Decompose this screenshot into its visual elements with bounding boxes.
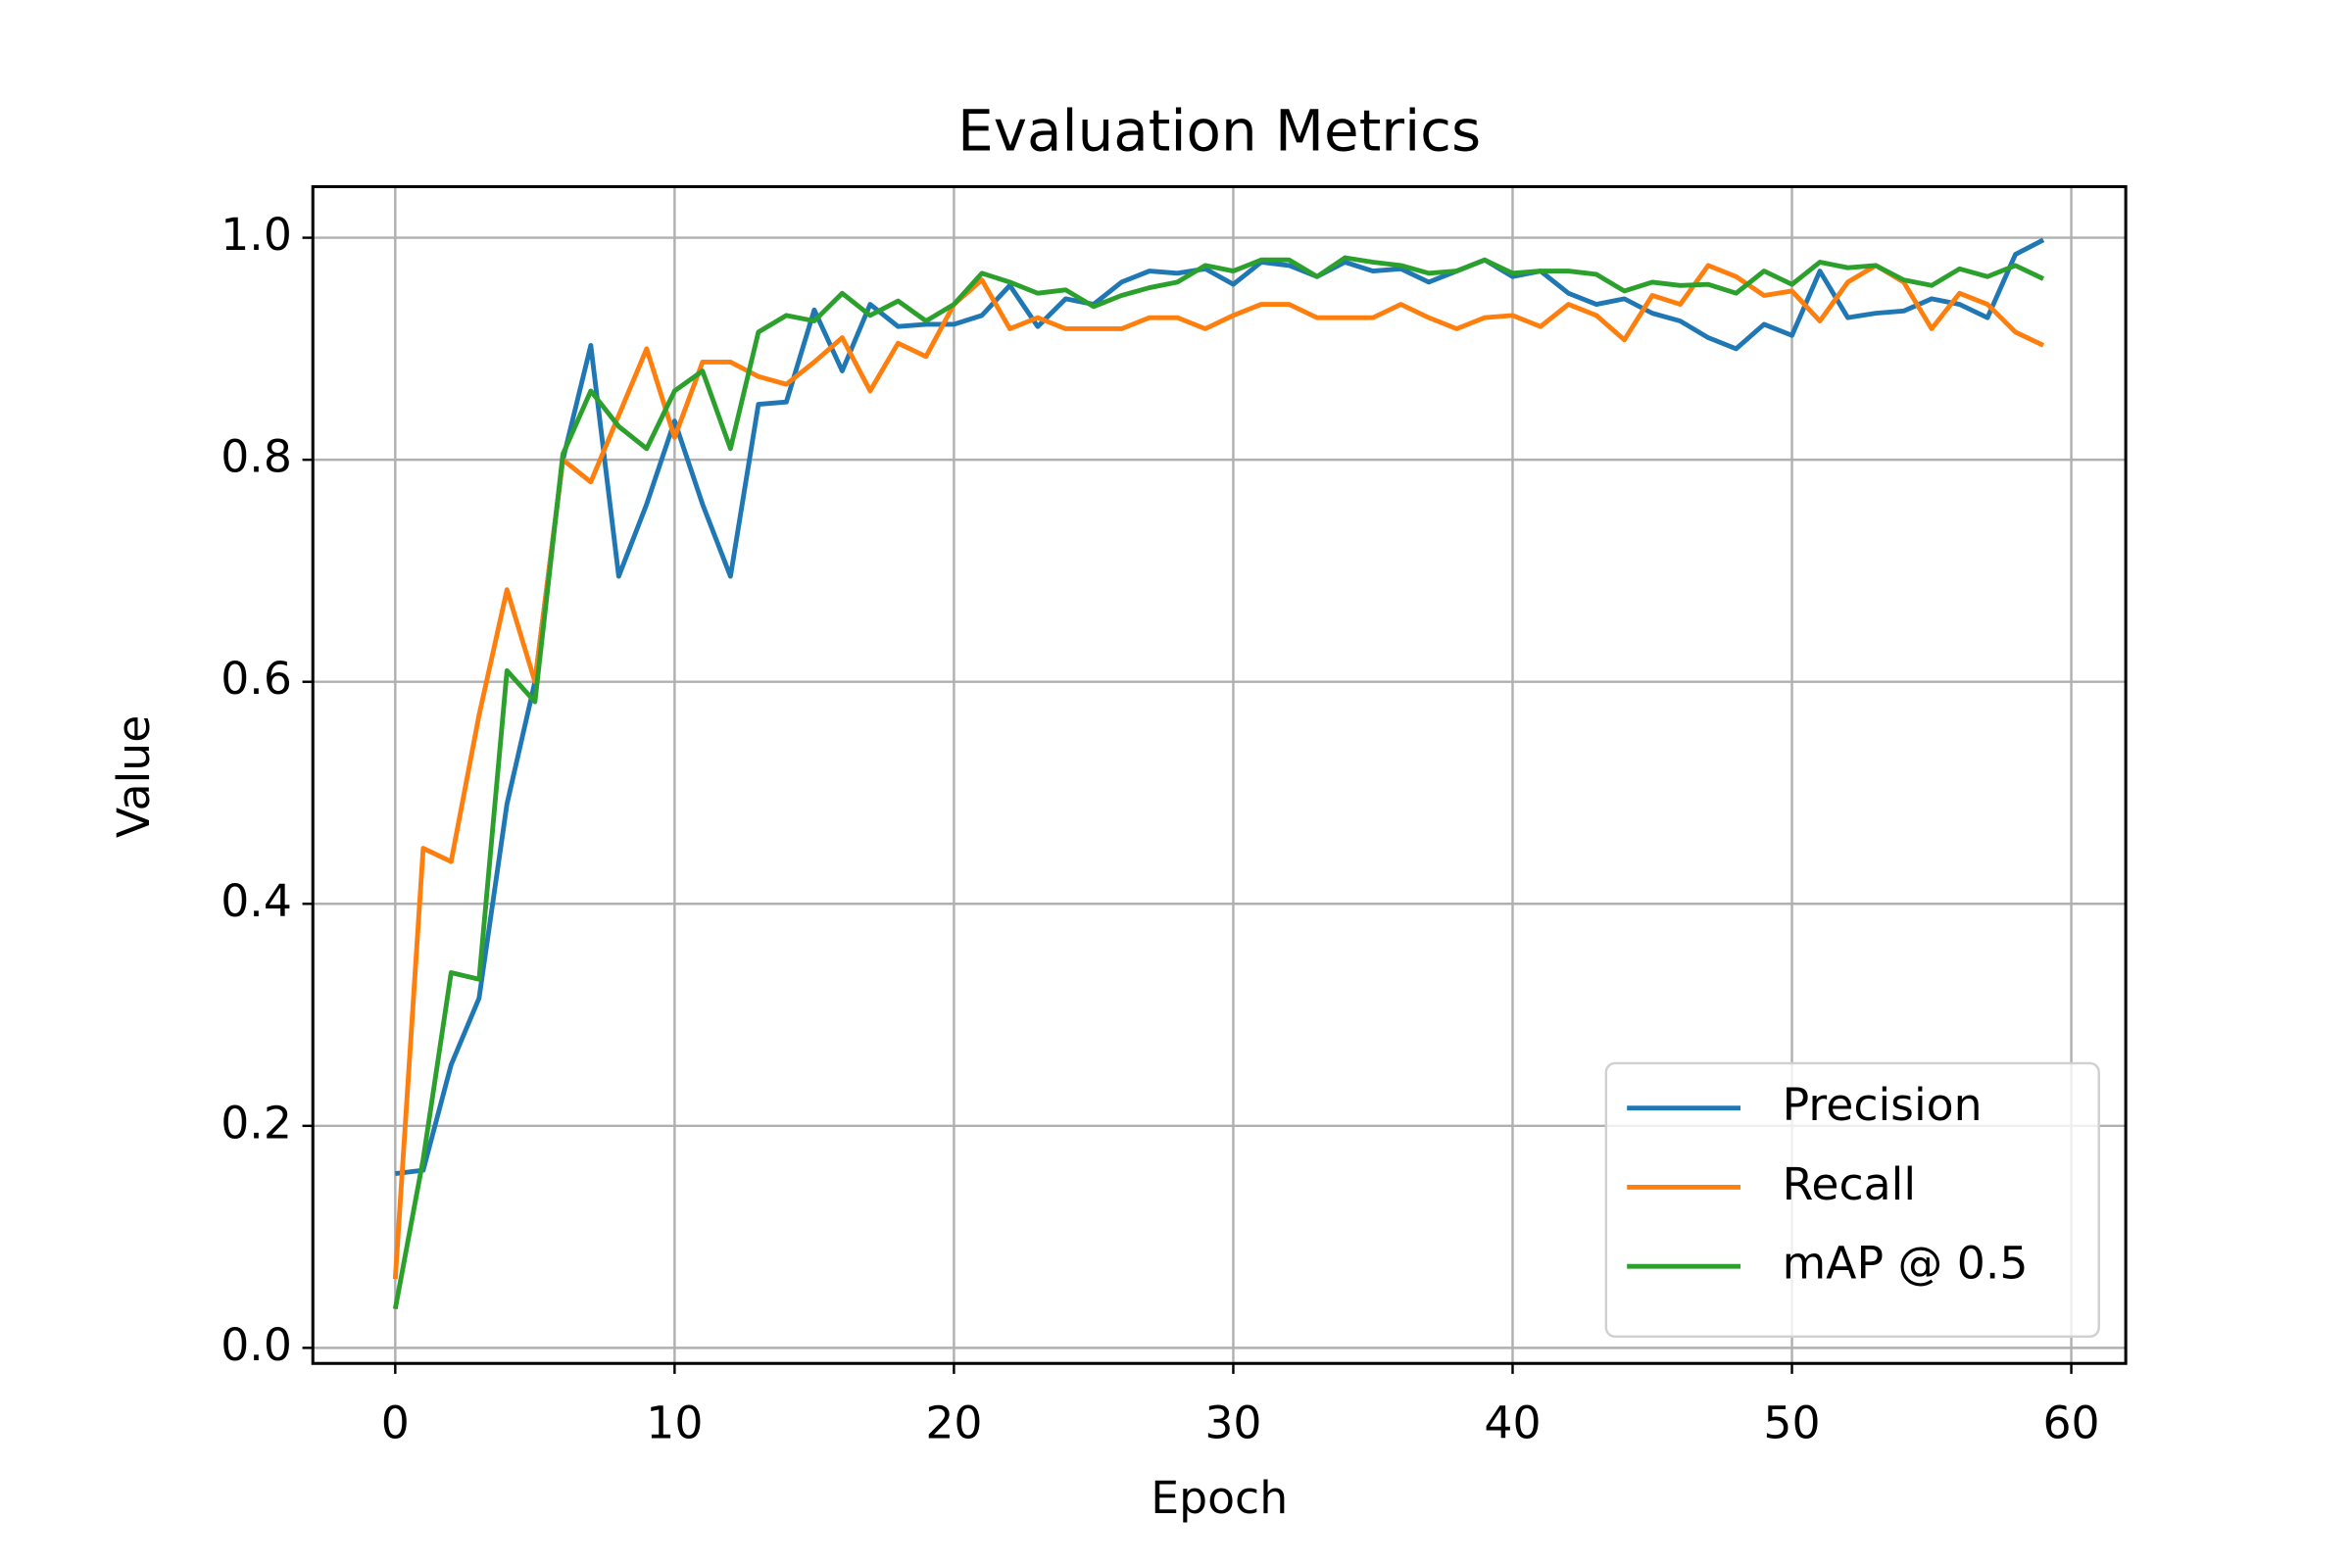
plot-frame <box>311 184 2128 1365</box>
data-line <box>392 255 2045 1310</box>
x-axis-label: Epoch <box>1151 1472 1288 1524</box>
x-tick-label: 40 <box>1484 1397 1541 1449</box>
y-tick-label: 0.2 <box>220 1097 292 1149</box>
x-tick-label: 30 <box>1204 1397 1261 1449</box>
x-tick-label: 0 <box>381 1397 410 1449</box>
legend-label: mAP @ 0.5 <box>1783 1238 2029 1290</box>
legend: Precision Recall mAP @ 0.5 <box>1604 1061 2100 1339</box>
y-tick-label: 0.0 <box>220 1319 292 1371</box>
y-axis-label: Value <box>108 715 160 839</box>
x-tick-label: 50 <box>1763 1397 1820 1449</box>
legend-label: Recall <box>1783 1158 1916 1210</box>
data-line <box>392 263 2045 1280</box>
x-tick-label: 20 <box>925 1397 982 1449</box>
x-tick-label: 10 <box>646 1397 703 1449</box>
x-tick-label: 60 <box>2042 1397 2099 1449</box>
y-tick-label: 0.4 <box>220 875 292 927</box>
y-tick-label: 0.6 <box>220 653 292 705</box>
y-tick-label: 0.8 <box>220 431 292 483</box>
y-tick-label: 1.0 <box>220 209 292 261</box>
chart-title: Evaluation Metrics <box>957 97 1481 164</box>
legend-label: Precision <box>1783 1079 1983 1131</box>
data-line <box>395 237 2045 1176</box>
